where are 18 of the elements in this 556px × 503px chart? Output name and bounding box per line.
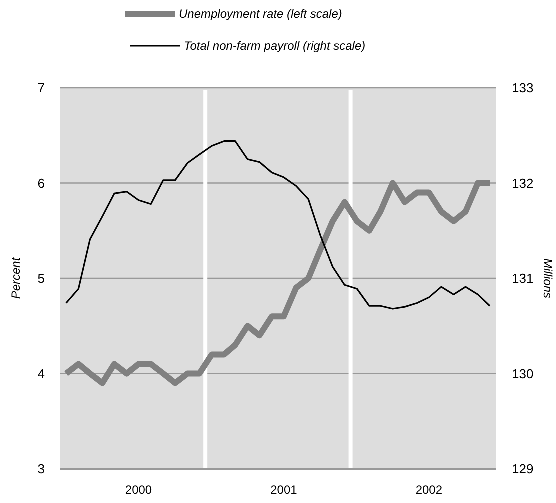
y2-tick-label: 129 (512, 462, 534, 477)
y-tick-label: 3 (38, 462, 45, 477)
y-tick-label: 4 (38, 366, 45, 382)
y2-tick-label: 130 (512, 366, 534, 382)
x-tick-label: 2002 (416, 483, 443, 497)
y2-tick-label: 131 (512, 271, 534, 286)
y-axis-title: Percent (9, 257, 23, 300)
y2-tick-label: 133 (512, 80, 534, 96)
legend-label: Total non-farm payroll (right scale) (184, 39, 366, 54)
x-tick-label: 2001 (270, 483, 298, 497)
y2-axis-title: Millions (541, 258, 555, 299)
y-tick-label: 6 (38, 176, 45, 191)
y-tick-label: 7 (38, 80, 45, 96)
legend-label: Unemployment rate (left scale) (179, 7, 342, 22)
line-series (66, 140, 491, 310)
y2-tick-label: 132 (512, 176, 534, 191)
x-tick-label: 2000 (125, 483, 152, 497)
y-tick-label: 5 (38, 271, 45, 286)
